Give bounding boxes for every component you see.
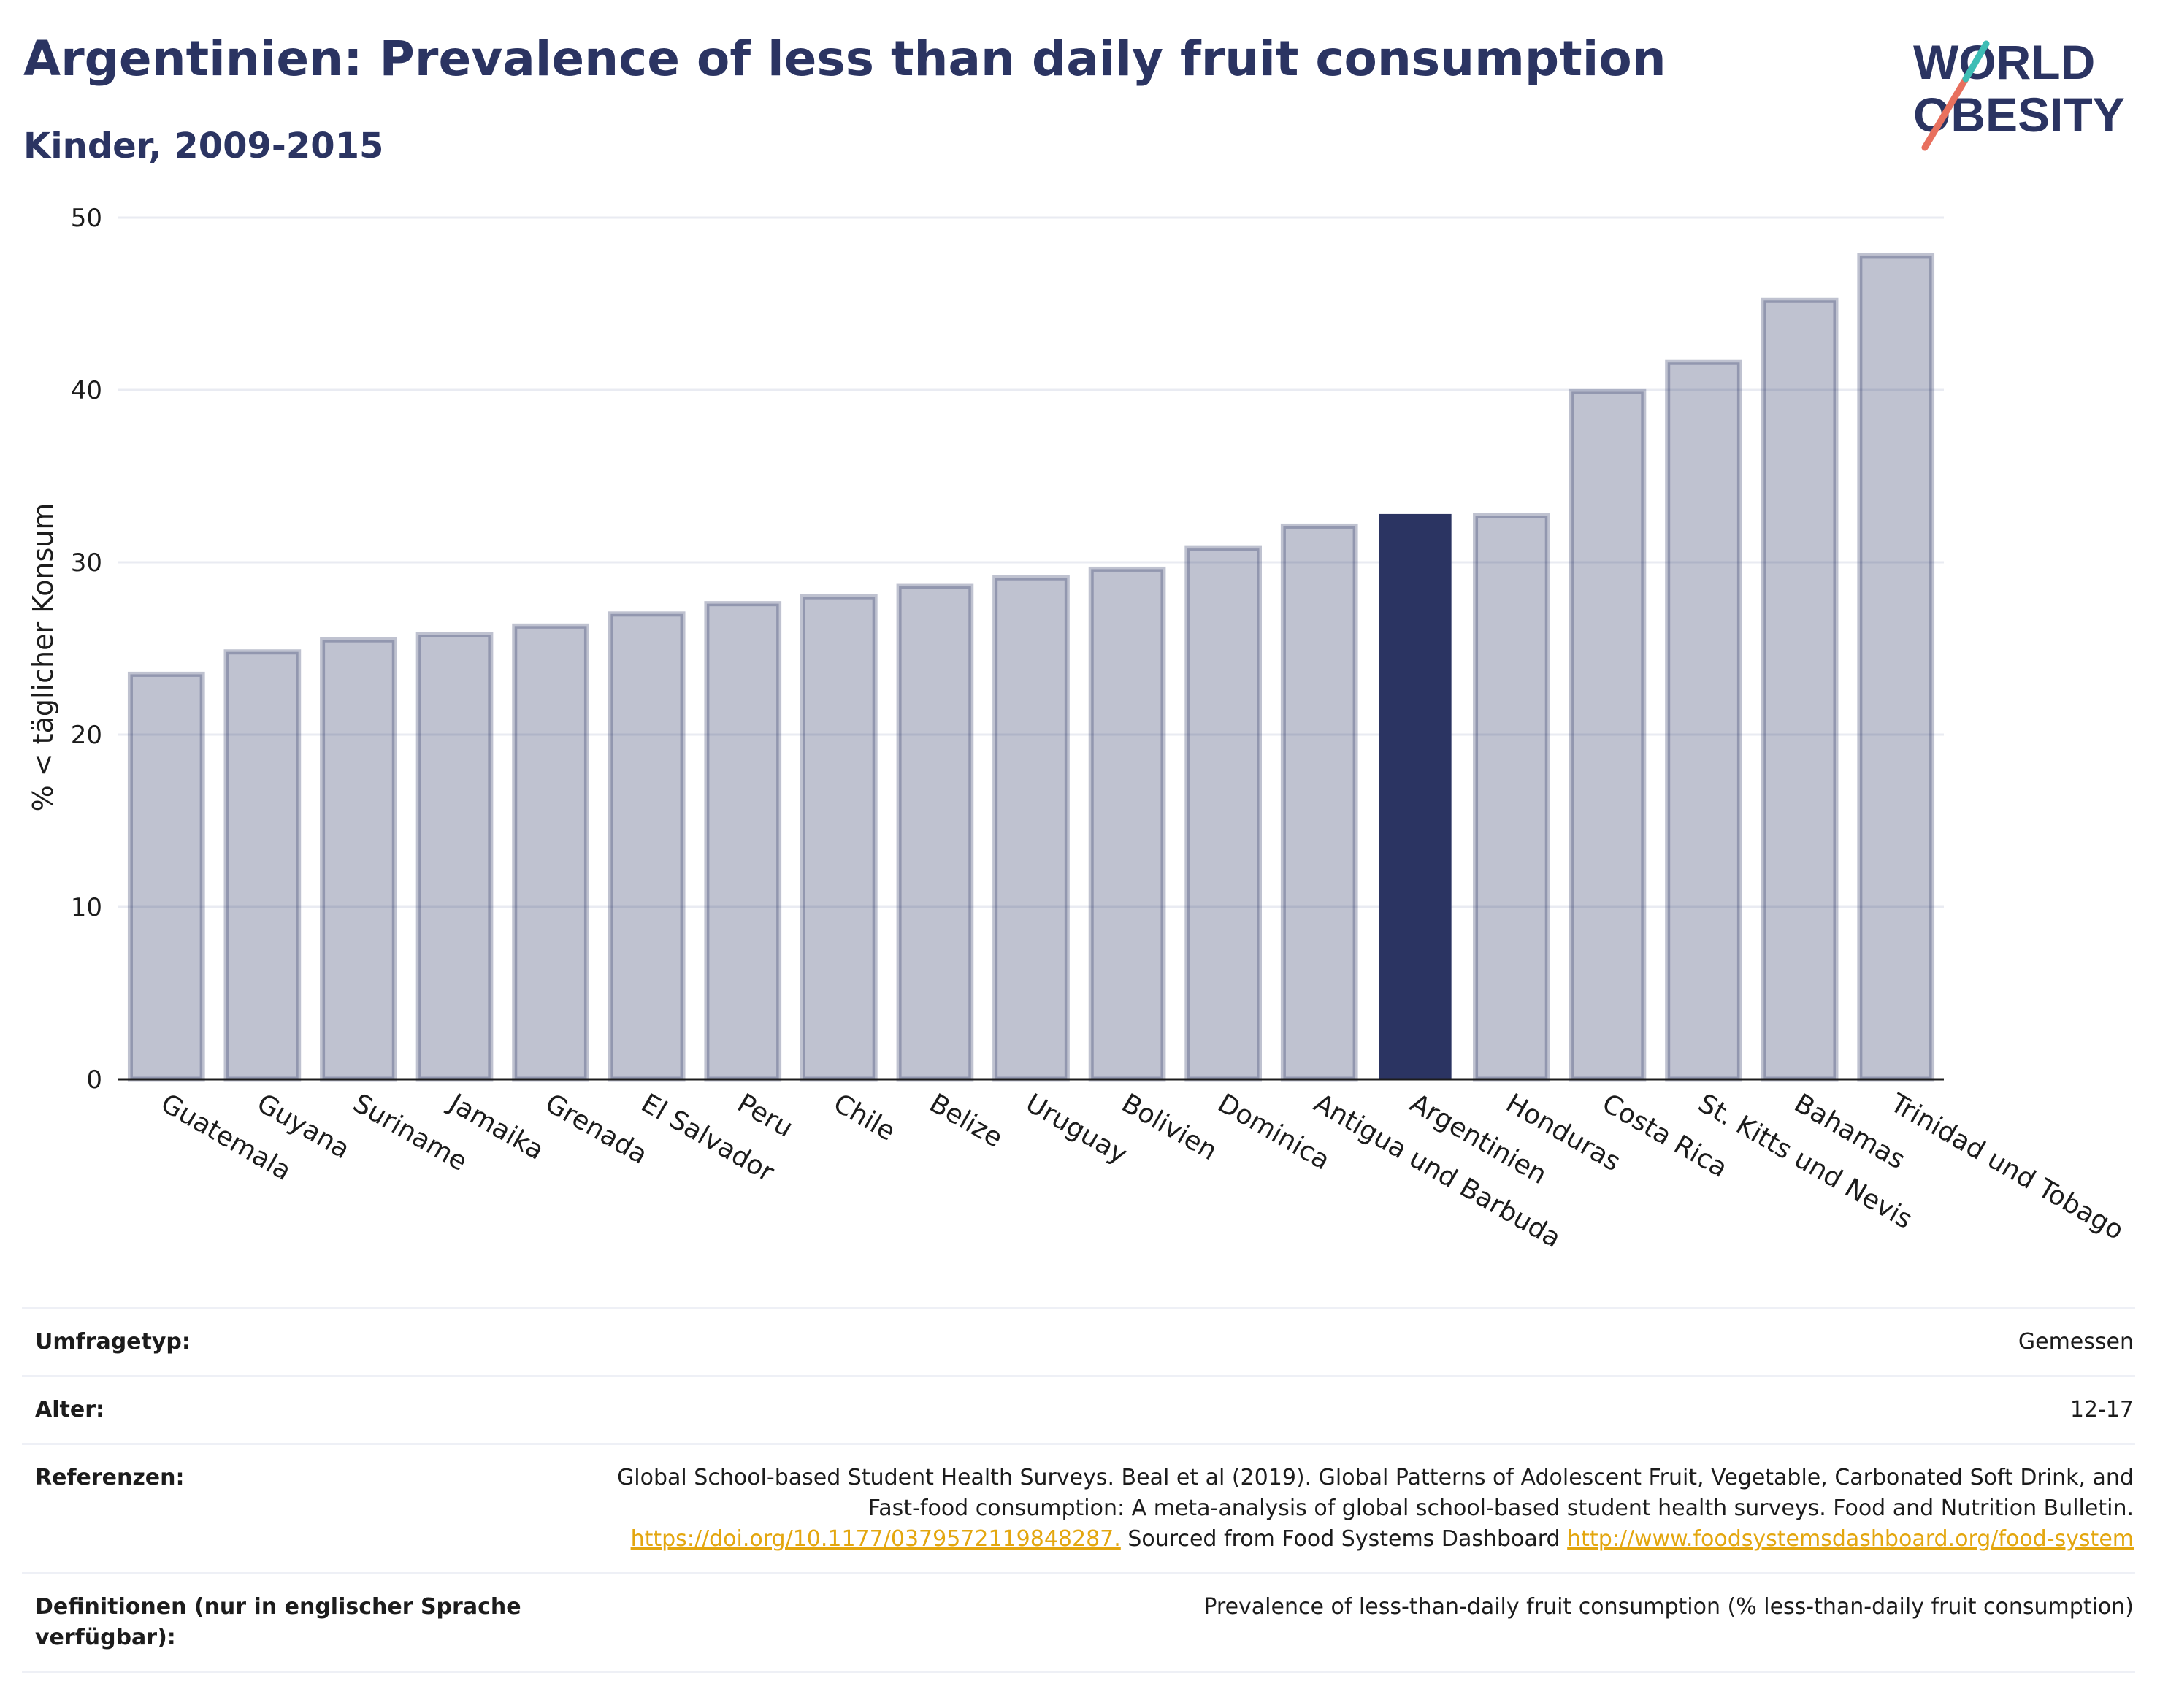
bar-dominica[interactable] — [1184, 545, 1263, 1082]
logo-slash-red — [1921, 75, 1969, 151]
bar-suriname[interactable] — [320, 637, 397, 1082]
x-tick-label: Peru — [732, 1088, 798, 1144]
bar-guyana[interactable] — [223, 649, 302, 1082]
food-systems-link[interactable]: http://www.foodsystemsdashboard.org/food… — [1567, 1526, 2134, 1552]
bar-trinidad-und-tobago[interactable] — [1857, 253, 1935, 1082]
bar-st-kitts-und-nevis[interactable] — [1665, 359, 1742, 1082]
y-tick-label: 10 — [71, 893, 102, 922]
bar-bahamas[interactable] — [1761, 297, 1839, 1082]
x-tick-label: Grenada — [540, 1088, 653, 1170]
x-tick-label: Bolivien — [1117, 1088, 1222, 1166]
y-tick-label: 50 — [71, 204, 102, 233]
chart-title: Argentinien: Prevalence of less than dai… — [23, 31, 1666, 87]
metadata-table: Umfragetyp: Gemessen Alter: 12-17 Refere… — [22, 1307, 2135, 1673]
age-value: 12-17 — [2069, 1397, 2134, 1422]
bar-argentinien[interactable] — [1379, 513, 1452, 1079]
y-tick-label: 40 — [71, 376, 102, 405]
logo-slash-teal — [1962, 40, 1990, 83]
bar-honduras[interactable] — [1473, 513, 1550, 1082]
bar-peru[interactable] — [704, 601, 782, 1082]
bar-uruguay[interactable] — [992, 575, 1070, 1082]
x-tick-label: Belize — [924, 1088, 1008, 1153]
survey-type-label: Umfragetyp: — [35, 1329, 191, 1355]
bar-antigua-und-barbuda[interactable] — [1280, 523, 1358, 1082]
grid-layer — [118, 216, 1944, 908]
meta-row-age: Alter: 12-17 — [22, 1375, 2135, 1443]
bar-layer — [127, 253, 1935, 1082]
bar-belize[interactable] — [896, 583, 974, 1082]
definitions-value: Prevalence of less-than-daily fruit cons… — [1203, 1594, 2134, 1620]
y-tick-label: 30 — [71, 548, 102, 578]
bar-chile[interactable] — [800, 594, 878, 1082]
references-text: Global School-based Student Health Surve… — [617, 1465, 2134, 1521]
y-tick-label: 0 — [86, 1065, 102, 1095]
references-label: Referenzen: — [35, 1465, 185, 1490]
doi-link[interactable]: https://doi.org/10.1177/0379572119848287… — [630, 1526, 1121, 1552]
age-label: Alter: — [35, 1397, 104, 1422]
world-obesity-logo: WORLD OBESITY — [1913, 35, 2125, 151]
survey-type-value: Gemessen — [2018, 1329, 2134, 1355]
bar-jamaika[interactable] — [415, 632, 494, 1082]
bar-chart: 01020304050GuatemalaGuyanaSurinameJamaik… — [27, 204, 2129, 1254]
y-tick-label: 20 — [71, 721, 102, 750]
bar-costa-rica[interactable] — [1569, 388, 1647, 1082]
meta-row-definitions: Definitionen (nur in englischer Sprache … — [22, 1572, 2135, 1673]
meta-row-references: Referenzen: Global School-based Student … — [22, 1443, 2135, 1572]
x-tick-label: Trinidad und Tobago — [1885, 1088, 2129, 1246]
chart-subtitle: Kinder, 2009-2015 — [23, 126, 384, 166]
x-tick-label: Chile — [828, 1088, 900, 1147]
logo-line1: WORLD — [1913, 35, 2095, 89]
references-value: Global School-based Student Health Surve… — [571, 1463, 2135, 1555]
definitions-label: Definitionen (nur in englischer Sprache … — [35, 1594, 521, 1650]
bar-guatemala[interactable] — [127, 671, 205, 1082]
bar-grenada[interactable] — [512, 623, 589, 1082]
x-tick-label: Uruguay — [1021, 1088, 1133, 1170]
references-source-text: Sourced from Food Systems Dashboard — [1127, 1526, 1560, 1552]
meta-row-survey: Umfragetyp: Gemessen — [22, 1307, 2135, 1375]
bar-el-salvador[interactable] — [608, 611, 686, 1082]
y-axis-label: % < täglicher Konsum — [27, 503, 59, 812]
bar-bolivien[interactable] — [1088, 566, 1166, 1082]
logo-line2: OBESITY — [1913, 88, 2125, 142]
